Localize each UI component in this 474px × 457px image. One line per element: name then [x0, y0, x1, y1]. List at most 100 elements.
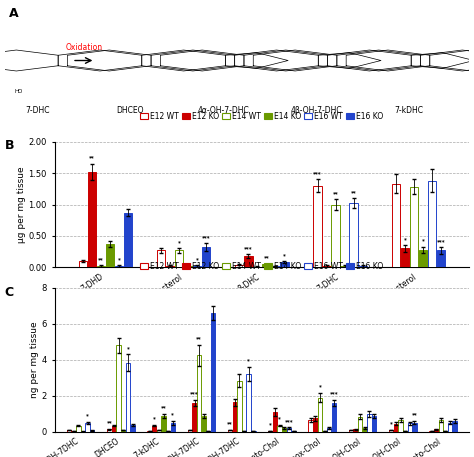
- Bar: [448, 423, 452, 432]
- Bar: [246, 374, 251, 432]
- Bar: [280, 262, 289, 267]
- Bar: [76, 425, 81, 432]
- Bar: [107, 429, 111, 432]
- Bar: [394, 424, 398, 432]
- Bar: [401, 249, 409, 267]
- Bar: [327, 428, 331, 432]
- Bar: [130, 425, 135, 432]
- Text: *: *: [153, 416, 155, 421]
- Bar: [392, 184, 400, 267]
- Bar: [363, 428, 367, 432]
- Text: *: *: [390, 421, 392, 426]
- Text: *: *: [86, 414, 89, 418]
- Text: C: C: [5, 286, 14, 298]
- Text: 4α-OH-7-DHC: 4α-OH-7-DHC: [197, 106, 249, 115]
- Text: ***: ***: [285, 419, 293, 424]
- Bar: [349, 430, 353, 432]
- Bar: [354, 429, 358, 432]
- Bar: [408, 423, 412, 432]
- Bar: [322, 266, 331, 267]
- Text: **: **: [333, 191, 338, 197]
- Text: **: **: [228, 421, 233, 426]
- Bar: [349, 203, 358, 267]
- Bar: [171, 423, 175, 432]
- Text: *: *: [421, 239, 424, 244]
- Bar: [331, 205, 340, 267]
- Text: ***: ***: [244, 246, 253, 251]
- Bar: [88, 172, 96, 267]
- Y-axis label: μg per mg tissue: μg per mg tissue: [17, 166, 26, 243]
- Bar: [282, 428, 287, 432]
- Bar: [117, 345, 121, 432]
- Text: 4β-OH-7-DHC: 4β-OH-7-DHC: [290, 106, 342, 115]
- Bar: [192, 403, 197, 432]
- Bar: [206, 431, 210, 432]
- Text: B: B: [5, 139, 14, 152]
- Bar: [340, 266, 349, 267]
- Bar: [112, 425, 116, 432]
- Text: HO: HO: [14, 90, 22, 95]
- Bar: [115, 266, 123, 267]
- Text: **: **: [107, 420, 112, 425]
- Bar: [322, 431, 327, 432]
- Text: **: **: [98, 257, 104, 262]
- Text: **: **: [161, 405, 166, 410]
- Text: A: A: [9, 7, 19, 20]
- Bar: [313, 418, 318, 432]
- Legend: E12 WT, E12 KO, E14 WT, E14 KO, E16 WT, E16 KO: E12 WT, E12 KO, E14 WT, E14 KO, E16 WT, …: [139, 110, 385, 122]
- Bar: [184, 266, 192, 267]
- Text: **: **: [351, 190, 356, 195]
- Bar: [244, 256, 253, 267]
- Bar: [443, 431, 447, 432]
- Bar: [372, 416, 376, 432]
- Bar: [273, 412, 277, 432]
- Bar: [202, 247, 210, 267]
- Bar: [233, 402, 237, 432]
- Bar: [389, 430, 393, 432]
- Text: *: *: [269, 422, 272, 427]
- Bar: [287, 428, 291, 432]
- Y-axis label: ng per mg tissue: ng per mg tissue: [30, 322, 39, 398]
- Bar: [126, 362, 130, 432]
- Text: ***: ***: [437, 239, 445, 244]
- Bar: [166, 266, 174, 267]
- Bar: [85, 423, 90, 432]
- Bar: [201, 416, 206, 432]
- Bar: [262, 264, 271, 267]
- Bar: [193, 266, 201, 267]
- Text: *: *: [196, 257, 199, 262]
- Text: **: **: [264, 255, 269, 260]
- Bar: [309, 420, 313, 432]
- Bar: [67, 430, 71, 432]
- Bar: [438, 420, 443, 432]
- Text: *: *: [118, 257, 120, 262]
- Text: **: **: [411, 413, 417, 418]
- Text: ***: ***: [202, 235, 210, 240]
- Bar: [235, 265, 244, 267]
- Bar: [251, 431, 255, 432]
- Bar: [147, 431, 152, 432]
- Text: *: *: [127, 346, 129, 351]
- Bar: [332, 403, 336, 432]
- Bar: [106, 244, 114, 267]
- Bar: [237, 381, 242, 432]
- Bar: [398, 420, 403, 432]
- Bar: [97, 266, 105, 267]
- Bar: [152, 425, 156, 432]
- Bar: [161, 416, 166, 432]
- Bar: [434, 429, 438, 432]
- Text: *: *: [283, 253, 286, 258]
- Bar: [211, 313, 215, 432]
- Legend: E12 WT, E12 KO, E14 WT, E14 KO, E16 WT, E16 KO: E12 WT, E12 KO, E14 WT, E14 KO, E16 WT, …: [139, 260, 385, 272]
- Bar: [228, 430, 232, 432]
- Bar: [157, 250, 165, 267]
- Text: ***: ***: [313, 171, 322, 176]
- Bar: [410, 187, 418, 267]
- Bar: [72, 431, 76, 432]
- Bar: [358, 266, 367, 267]
- Bar: [292, 431, 296, 432]
- Bar: [358, 417, 363, 432]
- Bar: [188, 430, 192, 432]
- Text: ***: ***: [329, 391, 338, 396]
- Text: *: *: [319, 385, 321, 389]
